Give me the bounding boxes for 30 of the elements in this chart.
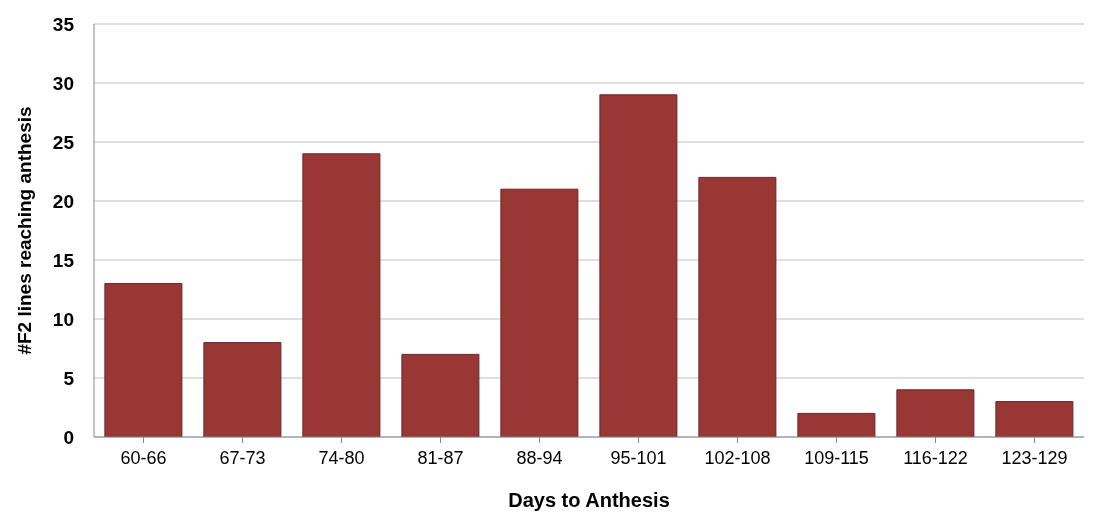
y-tick-label: 25 <box>52 131 75 153</box>
x-tick-label: 95-101 <box>610 447 667 468</box>
bar <box>203 342 282 437</box>
x-tick-label: 60-66 <box>120 447 167 468</box>
bar <box>797 412 876 437</box>
x-tick-label: 81-87 <box>417 447 464 468</box>
bar <box>698 176 777 437</box>
x-tick-label: 74-80 <box>318 447 365 468</box>
x-tick-label: 88-94 <box>516 447 563 468</box>
y-tick-label: 15 <box>52 249 75 271</box>
y-tick-label: 20 <box>52 190 74 212</box>
bar <box>896 389 975 437</box>
x-tick-label: 123-129 <box>1001 447 1068 468</box>
bar <box>302 153 381 437</box>
x-tick-label: 102-108 <box>704 447 771 468</box>
bar <box>104 283 183 437</box>
y-axis-title: #F2 lines reaching anthesis <box>13 106 35 355</box>
y-tick-label: 0 <box>63 426 74 448</box>
x-tick-label: 67-73 <box>219 447 266 468</box>
y-tick-label: 35 <box>52 13 75 35</box>
bar <box>995 401 1074 437</box>
bar <box>500 188 579 437</box>
y-tick-label: 5 <box>63 367 75 389</box>
bar <box>599 94 678 437</box>
x-tick-label: 109-115 <box>804 447 869 468</box>
x-tick-label: 116-122 <box>903 447 968 468</box>
x-axis-title: Days to Anthesis <box>508 489 670 511</box>
y-tick-label: 10 <box>52 308 74 330</box>
bar <box>401 353 480 437</box>
y-tick-label: 30 <box>52 72 74 94</box>
